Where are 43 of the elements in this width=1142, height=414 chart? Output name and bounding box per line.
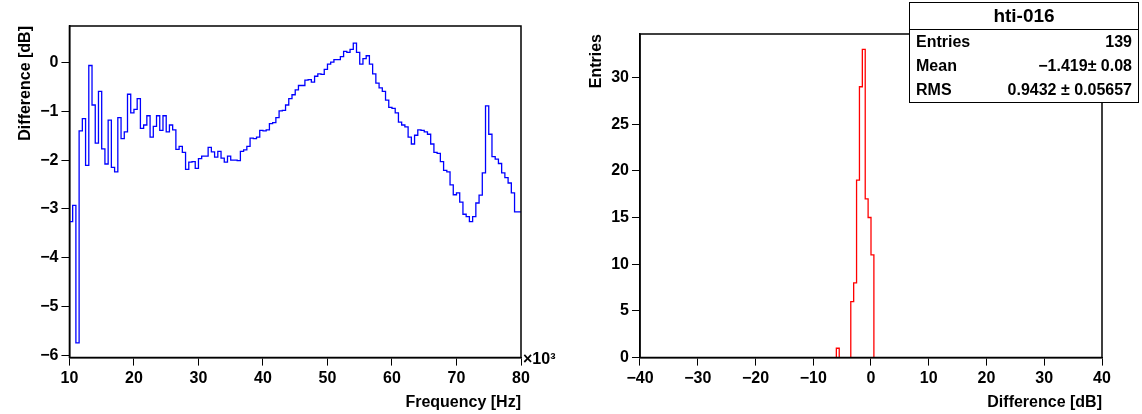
y-tick-label: −2 [40, 150, 59, 168]
y-tick-label: −6 [40, 345, 59, 363]
annotation: Mean [916, 56, 957, 76]
y-axis-title: Difference [dB] [16, 26, 34, 141]
annotation: 0.9432 ± 0.05657 [1007, 80, 1132, 100]
text: 139 [1105, 32, 1132, 52]
y-axis-title: Entries [587, 33, 605, 89]
x-tick-label: 50 [318, 368, 337, 386]
x-tick-label: −20 [741, 368, 770, 386]
annotation: −1.419± 0.08 [1038, 56, 1132, 76]
y-tick-label: −3 [40, 199, 59, 217]
x-tick-label: 10 [60, 368, 79, 386]
y-tick-label: 30 [611, 67, 630, 85]
x-tick-label: 80 [512, 368, 530, 386]
x-tick-label: 60 [383, 368, 401, 386]
y-tick-label: 10 [611, 254, 630, 272]
x-tick-label: 40 [254, 368, 272, 386]
y-tick-label: −1 [40, 101, 59, 119]
x-tick-label: 70 [447, 368, 466, 386]
x-tick-label: 30 [189, 368, 208, 386]
y-tick-label: 5 [620, 301, 630, 319]
y-tick-label: 15 [611, 207, 630, 225]
x-tick-label: 0 [866, 368, 876, 386]
y-tick-label: 25 [611, 114, 630, 132]
y-tick-label: 20 [611, 161, 630, 179]
x-tick-label: −40 [626, 368, 654, 386]
annotation: RMS [916, 80, 952, 100]
chart-title: hti-016 [910, 3, 1138, 30]
x-tick-label: 20 [125, 368, 143, 386]
x-tick-label: −10 [799, 368, 827, 386]
y-tick-label: −4 [40, 248, 59, 266]
x-axis-title: Frequency [Hz] [405, 392, 521, 410]
x-axis-title: Difference [dB] [987, 392, 1102, 410]
x-tick-label: 10 [919, 368, 938, 386]
y-tick-label: 0 [620, 348, 630, 366]
text: ×10³ [523, 350, 556, 368]
x-tick-label: 30 [1035, 368, 1054, 386]
x-tick-label: −30 [684, 368, 712, 386]
x-tick-label: 40 [1093, 368, 1111, 386]
x-tick-label: 20 [977, 368, 996, 386]
y-tick-label: 0 [49, 52, 59, 70]
y-tick-label: −5 [40, 296, 59, 314]
annotation: Entries [916, 32, 971, 52]
